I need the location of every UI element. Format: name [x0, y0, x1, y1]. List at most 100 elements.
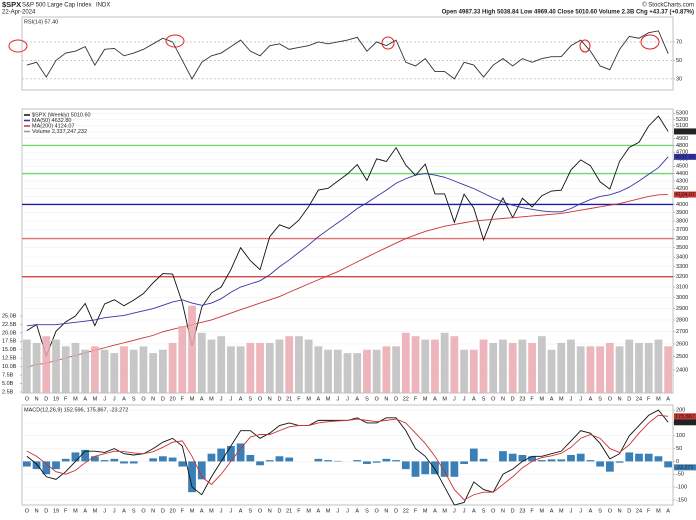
x-tick-label: A — [433, 508, 437, 514]
volume-bar — [537, 336, 546, 393]
circle-annotation — [8, 39, 28, 53]
x-tick-label: J — [346, 508, 349, 514]
x-tick-label: N — [35, 508, 39, 514]
series-line — [26, 115, 669, 358]
series-line — [26, 414, 669, 501]
x-tick-label: 23 — [519, 396, 525, 402]
x-tick-label: O — [25, 396, 30, 402]
histogram-bar — [605, 461, 614, 472]
x-tick-label: M — [190, 396, 195, 402]
date: 22-Apr-2024 — [2, 10, 36, 16]
x-tick-label: N — [268, 508, 272, 514]
histogram-bar — [411, 461, 420, 477]
volume-bar — [635, 342, 643, 393]
y-tick-label: 3500 — [676, 245, 688, 251]
x-tick-label: A — [589, 396, 593, 402]
histogram-bar — [168, 457, 177, 462]
volume-bar — [324, 349, 332, 393]
histogram-bar — [178, 461, 187, 467]
histogram-bar — [52, 461, 60, 470]
volume-bar — [295, 336, 303, 393]
volume-bar — [499, 339, 507, 393]
histogram-bar — [42, 461, 51, 475]
volume-bar — [256, 342, 264, 393]
x-tick-label: 20 — [170, 508, 176, 514]
histogram-bar — [664, 461, 673, 468]
x-tick-label: M — [326, 396, 331, 402]
volume-bar — [353, 353, 362, 393]
panel-title: MACD(12,26,9) 152.596, 175.867, -23.272 — [24, 407, 128, 413]
x-tick-label: A — [317, 396, 321, 402]
x-tick-label: J — [113, 508, 116, 514]
x-tick-label: A — [122, 508, 126, 514]
histogram-bar — [635, 453, 643, 462]
x-tick-label: J — [579, 508, 582, 514]
histogram-bar — [421, 461, 430, 475]
histogram-bar — [431, 461, 439, 475]
histogram-bar — [236, 443, 245, 462]
x-tick-label: S — [132, 508, 136, 514]
volume-bar — [52, 339, 60, 393]
x-tick-label: O — [375, 508, 380, 514]
x-tick-label: M — [326, 508, 331, 514]
y-tick-label: 2.5B — [2, 389, 14, 395]
x-tick-label: A — [200, 508, 204, 514]
x-tick-label: 22 — [403, 508, 409, 514]
x-tick-label: D — [394, 396, 398, 402]
x-tick-label: M — [73, 396, 78, 402]
x-tick-label: M — [209, 396, 214, 402]
y-tick-label: 5300 — [676, 111, 688, 117]
x-tick-label: D — [161, 396, 165, 402]
x-tick-label: J — [230, 396, 233, 402]
x-tick-label: F — [414, 508, 418, 514]
volume-bar — [236, 346, 245, 393]
y-tick-label: 4700 — [676, 150, 688, 156]
volume-bar — [567, 339, 575, 393]
histogram-bar — [353, 460, 362, 462]
x-tick-label: N — [268, 396, 272, 402]
histogram-bar — [382, 458, 391, 462]
x-tick-label: M — [442, 508, 447, 514]
x-tick-label: J — [463, 396, 466, 402]
x-tick-label: A — [589, 508, 593, 514]
x-tick-label: J — [453, 396, 456, 402]
value-box-label: 4632.80 — [675, 154, 695, 160]
x-tick-label: N — [618, 508, 622, 514]
value-box — [674, 153, 696, 160]
y-tick-label: 2500 — [676, 354, 688, 360]
volume-bar — [42, 336, 51, 393]
x-tick-label: 19 — [53, 508, 59, 514]
x-tick-label: A — [122, 396, 126, 402]
x-tick-label: N — [501, 508, 505, 514]
histogram-bar — [460, 461, 468, 464]
x-tick-label: A — [472, 396, 476, 402]
histogram-bar — [401, 461, 410, 470]
histogram-bar — [479, 458, 488, 462]
histogram-bar — [508, 453, 517, 462]
series-line — [26, 156, 669, 327]
histogram-bar — [625, 452, 634, 462]
y-tick-label: 10.0B — [2, 364, 17, 370]
x-tick-label: M — [540, 396, 545, 402]
x-tick-label: M — [306, 508, 311, 514]
histogram-bar — [149, 458, 158, 462]
histogram-bar — [586, 460, 595, 462]
x-tick-label: A — [239, 508, 243, 514]
x-tick-label: O — [25, 508, 30, 514]
y-tick-label: 3600 — [676, 236, 688, 242]
histogram-bar — [557, 459, 566, 462]
y-tick-label: 3800 — [676, 218, 688, 224]
volume-bar — [81, 349, 90, 393]
x-tick-label: D — [627, 508, 631, 514]
x-tick-label: M — [93, 508, 98, 514]
value-box — [674, 191, 696, 198]
x-tick-label: A — [355, 508, 359, 514]
y-tick-label: 12.5B — [2, 356, 17, 362]
x-tick-label: F — [64, 396, 68, 402]
x-tick-label: M — [559, 396, 564, 402]
panel-title: RSI(14) 57.40 — [24, 19, 58, 25]
histogram-bar — [275, 456, 284, 462]
volume-bar — [363, 349, 371, 393]
x-tick-label: A — [200, 396, 204, 402]
